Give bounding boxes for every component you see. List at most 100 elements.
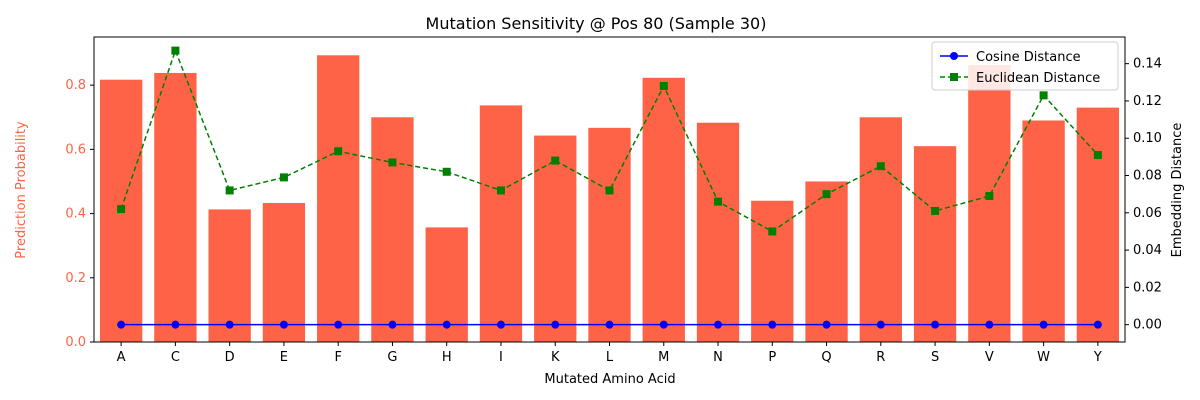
x-tick-label-K: K — [551, 350, 560, 365]
point-cosine-H — [442, 320, 451, 329]
bar-R — [859, 117, 902, 343]
bar-S — [913, 146, 957, 342]
y-right-tick-label: 0.08 — [1133, 169, 1162, 184]
y-right-tick-label: 0.12 — [1133, 94, 1162, 109]
x-tick-label-Y: Y — [1093, 350, 1102, 365]
y-axis-left-label: Prediction Probability — [14, 121, 29, 259]
point-cosine-Y — [1093, 320, 1102, 329]
legend: Cosine Distance Euclidean Distance — [931, 41, 1119, 91]
bar-Y — [1076, 107, 1120, 342]
point-cosine-L — [605, 320, 614, 329]
bar-G — [371, 117, 414, 343]
x-tick-label-S: S — [931, 350, 939, 365]
bar-L — [588, 127, 631, 342]
point-cosine-C — [171, 320, 180, 329]
bar-F — [317, 55, 360, 343]
bar-K — [534, 135, 577, 342]
point-cosine-M — [659, 320, 668, 329]
bar-D — [208, 209, 251, 342]
x-axis-label: Mutated Amino Acid — [544, 372, 675, 387]
legend-cosine-marker — [950, 52, 958, 60]
x-tick-label-M: M — [658, 350, 669, 365]
point-euclidean-S — [931, 206, 940, 215]
bar-C — [154, 72, 197, 343]
y-axis-left: 0.0 0.2 0.4 0.6 0.8 — [65, 78, 94, 350]
bar-W — [1022, 120, 1065, 342]
y-right-tick-label: 0.04 — [1133, 243, 1162, 258]
y-right-tick-label: 0.10 — [1133, 131, 1162, 146]
point-cosine-A — [117, 320, 126, 329]
x-tick-label-V: V — [985, 350, 994, 365]
y-left-tick-label: 0.8 — [65, 78, 86, 93]
bar-Q — [805, 181, 848, 342]
point-euclidean-R — [876, 162, 885, 171]
point-euclidean-F — [334, 147, 343, 156]
point-cosine-W — [1039, 320, 1048, 329]
bar-N — [696, 122, 740, 342]
point-euclidean-V — [985, 192, 994, 201]
x-tick-label-R: R — [876, 350, 885, 365]
point-euclidean-W — [1039, 91, 1048, 100]
bar-I — [479, 105, 523, 342]
point-euclidean-I — [496, 186, 505, 195]
point-euclidean-L — [605, 186, 614, 195]
x-tick-label-G: G — [387, 350, 397, 365]
point-euclidean-K — [551, 156, 560, 165]
point-euclidean-A — [117, 205, 126, 214]
point-cosine-D — [225, 320, 234, 329]
point-cosine-V — [985, 320, 994, 329]
y-right-tick-label: 0.02 — [1133, 280, 1162, 295]
point-cosine-R — [876, 320, 885, 329]
x-tick-label-W: W — [1037, 350, 1050, 365]
legend-euclidean-label: Euclidean Distance — [976, 71, 1100, 86]
point-cosine-Q — [822, 320, 831, 329]
point-euclidean-Q — [822, 190, 831, 199]
x-tick-label-I: I — [499, 350, 503, 365]
point-cosine-S — [931, 320, 940, 329]
point-euclidean-D — [225, 186, 234, 195]
point-cosine-I — [496, 320, 505, 329]
x-tick-label-Q: Q — [821, 350, 831, 365]
point-euclidean-H — [442, 167, 451, 176]
point-cosine-E — [279, 320, 288, 329]
y-left-tick-label: 0.2 — [65, 271, 86, 286]
x-tick-label-P: P — [768, 350, 776, 365]
legend-cosine-label: Cosine Distance — [976, 50, 1081, 65]
y-left-tick-label: 0.6 — [65, 142, 86, 157]
bar-E — [262, 202, 306, 342]
x-tick-label-N: N — [713, 350, 723, 365]
point-euclidean-E — [279, 173, 288, 182]
x-tick-label-E: E — [280, 350, 288, 365]
x-tick-label-A: A — [117, 350, 126, 365]
bar-V — [968, 64, 1011, 342]
y-right-tick-label: 0.14 — [1133, 57, 1162, 72]
y-left-tick-label: 0.0 — [65, 335, 86, 350]
chart-title: Mutation Sensitivity @ Pos 80 (Sample 30… — [426, 14, 767, 33]
bar-M — [642, 77, 685, 342]
point-cosine-F — [334, 320, 343, 329]
point-euclidean-C — [171, 46, 180, 55]
x-tick-label-L: L — [606, 350, 614, 365]
legend-euclidean-marker — [950, 73, 958, 81]
x-tick-label-H: H — [442, 350, 452, 365]
x-tick-label-F: F — [334, 350, 341, 365]
y-axis-right: 0.00 0.02 0.04 0.06 0.08 0.10 0.12 0.14 — [1125, 57, 1162, 333]
y-axis-right-label: Embedding Distance — [1170, 123, 1185, 258]
x-tick-label-C: C — [171, 350, 180, 365]
point-euclidean-N — [714, 197, 723, 206]
point-euclidean-G — [388, 158, 397, 167]
lines-group — [117, 46, 1102, 329]
point-cosine-N — [714, 320, 723, 329]
legend-box — [931, 41, 1119, 91]
point-cosine-P — [768, 320, 777, 329]
point-euclidean-P — [768, 227, 777, 236]
point-cosine-K — [551, 320, 560, 329]
y-right-tick-label: 0.00 — [1133, 318, 1162, 333]
y-left-tick-label: 0.4 — [65, 207, 86, 222]
point-euclidean-Y — [1093, 151, 1102, 160]
x-tick-label-D: D — [225, 350, 235, 365]
point-euclidean-M — [659, 82, 668, 91]
point-cosine-G — [388, 320, 397, 329]
